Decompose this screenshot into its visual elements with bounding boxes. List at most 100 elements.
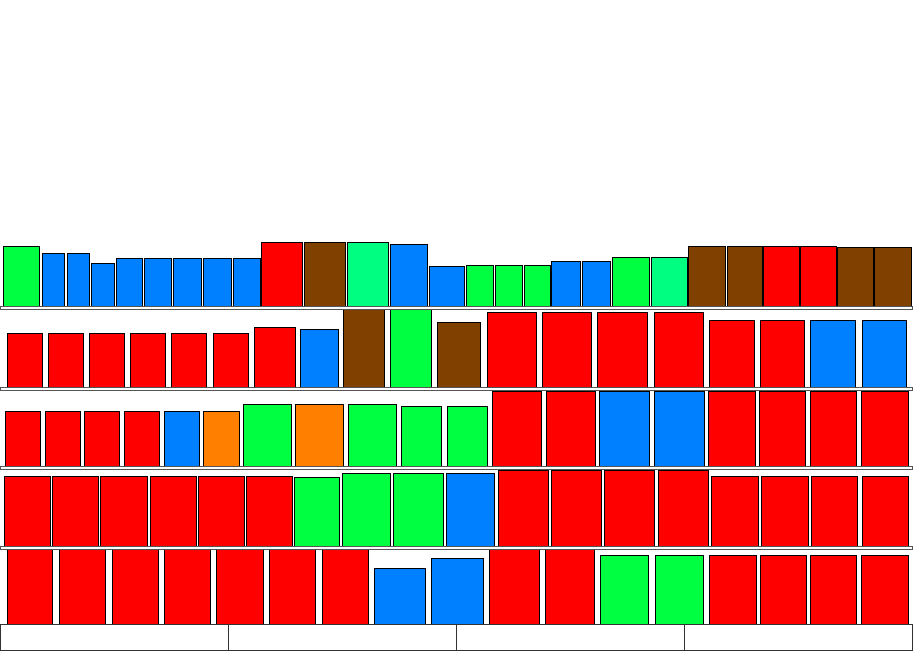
book-block[interactable] — [655, 555, 704, 625]
book-block[interactable] — [198, 476, 245, 547]
book-block[interactable] — [67, 253, 90, 307]
book-block[interactable] — [760, 555, 807, 625]
book-block[interactable] — [347, 242, 389, 307]
book-block[interactable] — [492, 391, 542, 467]
book-block[interactable] — [487, 312, 537, 388]
book-block[interactable] — [810, 320, 856, 388]
book-block[interactable] — [91, 263, 115, 307]
book-block[interactable] — [604, 470, 655, 547]
book-block[interactable] — [708, 391, 756, 467]
book-block[interactable] — [173, 258, 202, 307]
book-block[interactable] — [89, 333, 125, 388]
book-block[interactable] — [42, 253, 65, 307]
book-block[interactable] — [711, 476, 759, 547]
book-block[interactable] — [390, 244, 428, 307]
book-block[interactable] — [100, 476, 148, 547]
book-block[interactable] — [874, 247, 912, 307]
book-block[interactable] — [709, 320, 755, 388]
book-block[interactable] — [551, 261, 581, 307]
book-block[interactable] — [612, 257, 650, 307]
book-block[interactable] — [4, 476, 51, 547]
book-block[interactable] — [582, 261, 611, 307]
book-block[interactable] — [261, 242, 303, 307]
book-block[interactable] — [390, 307, 432, 388]
book-block[interactable] — [599, 391, 650, 467]
book-block[interactable] — [203, 258, 232, 307]
book-block[interactable] — [322, 547, 369, 625]
book-block[interactable] — [727, 246, 763, 307]
book-block[interactable] — [546, 391, 596, 467]
book-block[interactable] — [466, 265, 494, 307]
book-block[interactable] — [45, 411, 81, 467]
book-block[interactable] — [431, 558, 484, 625]
book-block[interactable] — [374, 568, 426, 625]
book-block[interactable] — [542, 312, 592, 388]
book-block[interactable] — [861, 555, 909, 625]
book-block[interactable] — [551, 470, 602, 547]
book-block[interactable] — [3, 246, 40, 307]
book-block[interactable] — [709, 555, 757, 625]
book-block[interactable] — [294, 477, 340, 547]
book-block[interactable] — [760, 320, 805, 388]
book-block[interactable] — [213, 333, 249, 388]
book-block[interactable] — [437, 322, 481, 388]
book-block[interactable] — [171, 333, 207, 388]
book-block[interactable] — [495, 265, 523, 307]
book-block[interactable] — [545, 548, 595, 625]
book-block[interactable] — [7, 547, 53, 625]
book-block[interactable] — [393, 473, 444, 547]
book-block[interactable] — [837, 247, 874, 307]
book-block[interactable] — [811, 476, 858, 547]
book-block[interactable] — [658, 470, 709, 547]
book-block[interactable] — [861, 391, 909, 467]
book-block[interactable] — [300, 329, 339, 388]
book-block[interactable] — [164, 411, 200, 467]
book-block[interactable] — [810, 555, 857, 625]
book-block[interactable] — [295, 404, 344, 467]
book-block[interactable] — [48, 333, 84, 388]
book-block[interactable] — [862, 476, 909, 547]
book-block[interactable] — [654, 391, 705, 467]
book-block[interactable] — [800, 246, 837, 307]
book-block[interactable] — [342, 473, 391, 547]
book-block[interactable] — [348, 404, 397, 467]
book-block[interactable] — [304, 242, 346, 307]
book-block[interactable] — [498, 470, 549, 547]
book-block[interactable] — [654, 312, 704, 388]
book-block[interactable] — [124, 411, 160, 467]
book-block[interactable] — [524, 265, 551, 307]
book-block[interactable] — [600, 555, 649, 625]
book-block[interactable] — [688, 246, 726, 307]
book-block[interactable] — [216, 547, 264, 625]
book-block[interactable] — [759, 391, 806, 467]
book-block[interactable] — [116, 258, 143, 307]
book-block[interactable] — [144, 258, 172, 307]
book-block[interactable] — [254, 327, 296, 388]
book-block[interactable] — [59, 547, 106, 625]
book-block[interactable] — [7, 333, 43, 388]
book-block[interactable] — [763, 246, 800, 307]
book-block[interactable] — [343, 307, 385, 388]
book-block[interactable] — [446, 473, 495, 547]
book-block[interactable] — [150, 476, 197, 547]
book-block[interactable] — [5, 411, 41, 467]
book-block[interactable] — [651, 257, 688, 307]
book-block[interactable] — [269, 547, 316, 625]
book-block[interactable] — [52, 476, 99, 547]
book-block[interactable] — [862, 320, 907, 388]
book-block[interactable] — [243, 404, 292, 467]
book-block[interactable] — [761, 476, 809, 547]
book-block[interactable] — [130, 333, 166, 388]
book-block[interactable] — [112, 547, 159, 625]
book-block[interactable] — [597, 312, 648, 388]
book-block[interactable] — [810, 391, 857, 467]
book-block[interactable] — [447, 406, 488, 467]
book-block[interactable] — [246, 476, 293, 547]
book-block[interactable] — [429, 266, 465, 307]
book-block[interactable] — [489, 548, 540, 625]
book-block[interactable] — [401, 406, 442, 467]
book-block[interactable] — [164, 547, 211, 625]
book-block[interactable] — [203, 411, 240, 467]
book-block[interactable] — [233, 258, 261, 307]
book-block[interactable] — [84, 411, 120, 467]
